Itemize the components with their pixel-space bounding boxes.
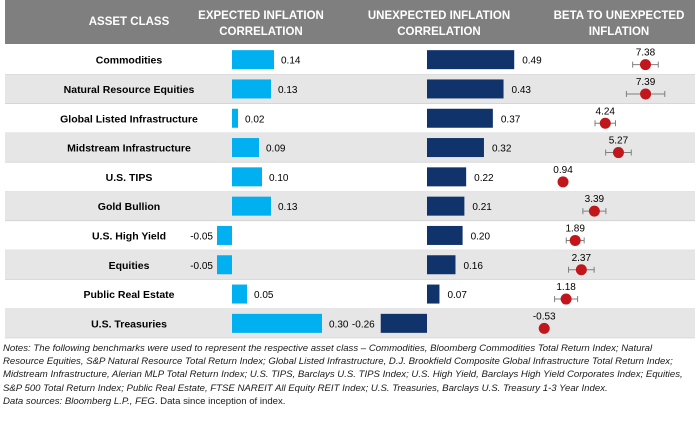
expected-bar (232, 108, 238, 128)
unexpected-value-label: 0.43 (512, 85, 532, 96)
beta-dot (612, 147, 624, 159)
benchmark-notes: Notes: The following benchmarks were use… (3, 342, 695, 395)
header-expected-line2: CORRELATION (219, 26, 302, 38)
header-unexpected-line1: UNEXPECTED INFLATION (368, 10, 510, 22)
expected-bar (232, 167, 262, 187)
header-asset-class: ASSET CLASS (89, 16, 170, 28)
header-beta-line2: INFLATION (589, 26, 649, 38)
row-band (5, 191, 695, 221)
beta-value-label: 7.38 (636, 48, 656, 59)
expected-value-label: 0.13 (278, 202, 298, 213)
beta-value-label: -0.53 (533, 311, 556, 322)
header-beta-line1: BETA TO UNEXPECTED (554, 10, 685, 22)
expected-value-label: 0.05 (254, 290, 274, 301)
beta-value-label: 1.18 (556, 282, 576, 293)
beta-value-label: 5.27 (609, 136, 629, 147)
unexpected-bar (380, 313, 427, 333)
notes-block: Notes: The following benchmarks were use… (3, 342, 695, 408)
sources-italic: Bloomberg L.P., FEG (64, 395, 155, 407)
expected-bar (232, 196, 271, 216)
asset-class-label: U.S. Treasuries (91, 318, 167, 330)
beta-value-label: 0.94 (553, 165, 573, 176)
beta-value-label: 7.39 (636, 77, 656, 88)
asset-class-label: Public Real Estate (83, 289, 174, 301)
asset-class-label: U.S. TIPS (106, 172, 153, 184)
unexpected-value-label: 0.20 (471, 231, 491, 242)
inflation-chart: ASSET CLASS EXPECTED INFLATION CORRELATI… (5, 0, 695, 339)
unexpected-bar (427, 255, 456, 275)
header-expected-line1: EXPECTED INFLATION (198, 10, 324, 22)
unexpected-value-label: 0.21 (472, 202, 492, 213)
beta-value-label: 4.24 (596, 106, 616, 117)
unexpected-bar (427, 225, 463, 245)
beta-dot (575, 264, 587, 276)
sources-suffix: . Data since inception of index. (154, 395, 286, 407)
unexpected-bar (427, 138, 484, 158)
expected-value-label: 0.10 (269, 173, 289, 184)
beta-value-label: 2.37 (572, 253, 592, 264)
header-bar (5, 0, 695, 44)
row-band (5, 132, 695, 163)
header-unexpected-line2: CORRELATION (397, 26, 480, 38)
expected-value-label: 0.30 (329, 319, 349, 330)
expected-bar (217, 225, 232, 245)
beta-dot (538, 322, 550, 334)
unexpected-value-label: 0.37 (501, 114, 521, 125)
asset-class-label: U.S. High Yield (92, 230, 166, 242)
beta-dot (569, 234, 581, 246)
unexpected-value-label: 0.32 (492, 144, 512, 155)
row-band (5, 74, 695, 104)
beta-dot (639, 59, 651, 71)
unexpected-value-label: 0.16 (463, 261, 483, 272)
notes-body: Commodities, Bloomberg Commodities Total… (3, 343, 683, 394)
beta-value-label: 1.89 (565, 223, 585, 234)
beta-value-label: 3.39 (585, 194, 605, 205)
expected-value-label: 0.13 (278, 85, 298, 96)
expected-bar (232, 50, 274, 70)
expected-value-label: -0.05 (190, 231, 213, 242)
unexpected-bar (427, 284, 440, 304)
sources-prefix: Data sources: (3, 395, 65, 407)
expected-value-label: 0.09 (266, 144, 286, 155)
unexpected-value-label: 0.49 (522, 56, 542, 67)
asset-class-label: Natural Resource Equities (64, 84, 195, 96)
asset-class-label: Global Listed Infrastructure (60, 113, 198, 125)
notes-prefix: Notes: The following benchmarks were use… (3, 343, 369, 354)
asset-class-label: Gold Bullion (98, 201, 160, 213)
expected-value-label: 0.02 (245, 114, 265, 125)
unexpected-bar (427, 167, 467, 187)
beta-dot (599, 117, 611, 129)
expected-bar (232, 79, 271, 99)
beta-dot (557, 176, 569, 188)
unexpected-bar (427, 50, 515, 70)
data-sources: Data sources: Bloomberg L.P., FEG. Data … (3, 395, 695, 408)
asset-class-label: Commodities (96, 55, 163, 67)
unexpected-bar (427, 79, 504, 99)
expected-bar (232, 138, 259, 158)
beta-dot (560, 293, 572, 305)
chart-rows: Commodities 0.14 0.49 7.38 Natural Resource … (5, 48, 695, 339)
expected-value-label: 0.14 (281, 56, 301, 67)
beta-dot (640, 88, 652, 100)
unexpected-bar (427, 196, 465, 216)
asset-class-label: Equities (109, 260, 150, 272)
expected-bar (232, 313, 322, 333)
unexpected-value-label: 0.22 (474, 173, 494, 184)
beta-dot (588, 205, 600, 217)
row-band (5, 308, 695, 338)
expected-bar (217, 255, 232, 275)
unexpected-value-label: -0.26 (352, 319, 375, 330)
expected-bar (232, 284, 247, 304)
unexpected-value-label: 0.07 (447, 290, 467, 301)
unexpected-bar (427, 108, 493, 128)
asset-class-label: Midstream Infrastructure (67, 143, 191, 155)
expected-value-label: -0.05 (190, 261, 213, 272)
